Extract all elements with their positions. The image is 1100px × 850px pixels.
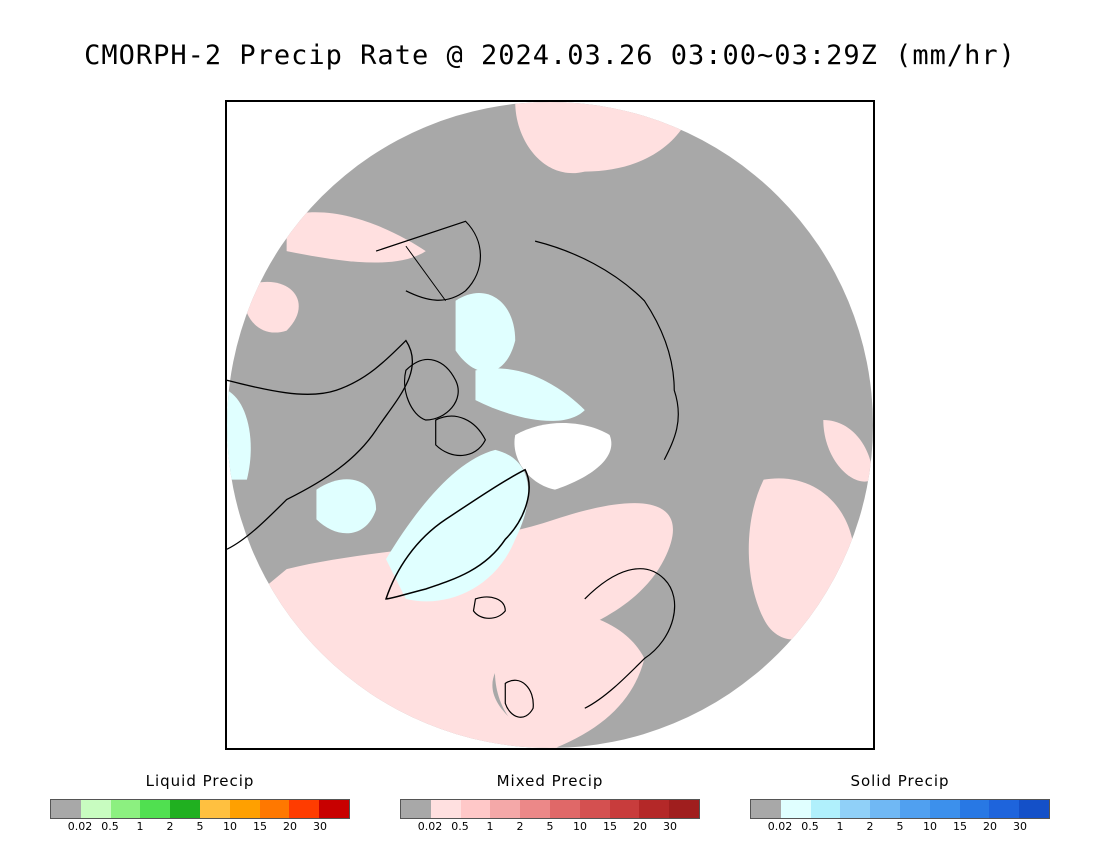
legend-swatch <box>639 800 670 818</box>
scandinavia-coastline <box>584 568 676 709</box>
legend-tick: 20 <box>283 820 297 833</box>
legend-swatch <box>751 800 781 818</box>
legend-swatch <box>51 800 81 818</box>
legend-tick: 2 <box>516 820 524 833</box>
legend-tick: 0.02 <box>767 820 793 833</box>
legend-tick: 0.02 <box>67 820 93 833</box>
legend-swatch <box>80 800 111 818</box>
legend-swatch <box>520 800 550 818</box>
legend-tick: 0.5 <box>451 820 469 833</box>
solid-precip-area <box>386 449 529 602</box>
legend-swatch <box>490 800 521 818</box>
alaska-yukon-border <box>405 245 447 302</box>
legend-tick: 10 <box>573 820 587 833</box>
legend-liquid-precip: Liquid Precip 0.02 0.5 1 2 5 10 15 20 30 <box>50 772 350 834</box>
mixed-precip-area <box>823 420 873 482</box>
legend-swatch <box>870 800 900 818</box>
solid-precip-area <box>455 292 516 372</box>
legend-swatch <box>319 800 349 818</box>
mixed-precip-area <box>244 281 299 333</box>
legend-swatch <box>609 800 640 818</box>
legend-swatch <box>289 800 320 818</box>
no-data-area <box>514 423 612 490</box>
legend-swatch <box>959 800 990 818</box>
legend-tick: 15 <box>953 820 967 833</box>
legend-tick: 2 <box>866 820 874 833</box>
polar-map <box>227 102 873 748</box>
legend-tick: 0.02 <box>417 820 443 833</box>
legend-tick: 20 <box>633 820 647 833</box>
solid-precip-area <box>316 479 377 534</box>
legend-swatch <box>259 800 290 818</box>
legend-tick: 0.5 <box>801 820 819 833</box>
alaska-coastline <box>375 220 482 301</box>
legend-title: Liquid Precip <box>145 772 255 790</box>
legend-tick: 5 <box>196 820 204 833</box>
legend-tick: 10 <box>223 820 237 833</box>
legend-tick: 30 <box>313 820 327 833</box>
legend-swatch <box>401 800 431 818</box>
legend-swatch <box>140 800 171 818</box>
legend-color-bar <box>400 799 700 819</box>
legend-swatch <box>579 800 610 818</box>
legend-swatch <box>929 800 960 818</box>
solid-precip-area <box>475 368 585 421</box>
legend-tick: 5 <box>896 820 904 833</box>
legend-tick: 15 <box>253 820 267 833</box>
legend-tick-labels: 0.02 0.5 1 2 5 10 15 20 30 <box>400 820 700 834</box>
mixed-precip-area <box>515 102 695 174</box>
legend-tick: 1 <box>486 820 494 833</box>
legend-title: Mixed Precip <box>496 772 604 790</box>
legend-swatch <box>780 800 811 818</box>
arctic-islands-coastline <box>404 359 487 457</box>
legend-swatch <box>989 800 1020 818</box>
legend-tick: 2 <box>166 820 174 833</box>
legend-color-bar <box>750 799 1050 819</box>
siberia-coastline <box>534 240 679 461</box>
legend-tick: 30 <box>663 820 677 833</box>
legend-tick: 10 <box>923 820 937 833</box>
canada-coastline <box>227 339 413 550</box>
legend-mixed-precip: Mixed Precip 0.02 0.5 1 2 5 10 15 20 30 <box>400 772 700 834</box>
legend-swatch <box>199 800 230 818</box>
legend-swatch <box>170 800 200 818</box>
solid-precip-area <box>227 390 251 480</box>
mixed-precip-area <box>286 212 426 263</box>
map-panel <box>225 100 875 750</box>
legend-tick: 1 <box>136 820 144 833</box>
legend-title: Solid Precip <box>850 772 950 790</box>
legend-swatch <box>899 800 930 818</box>
legend-swatch <box>1019 800 1049 818</box>
greenland-coastline <box>384 468 530 600</box>
legend-swatch <box>810 800 841 818</box>
legend-tick: 20 <box>983 820 997 833</box>
legend-tick: 5 <box>546 820 554 833</box>
british-isles-coastline <box>504 679 534 718</box>
map-title: CMORPH-2 Precip Rate @ 2024.03.26 03:00~… <box>84 40 1016 71</box>
legend-swatch <box>840 800 871 818</box>
legend-tick: 0.5 <box>101 820 119 833</box>
legend-tick: 15 <box>603 820 617 833</box>
legend-tick: 30 <box>1013 820 1027 833</box>
legend-swatch <box>460 800 491 818</box>
legend-swatch <box>549 800 580 818</box>
legend-swatch <box>229 800 260 818</box>
legend-swatch <box>110 800 141 818</box>
legend-solid-precip: Solid Precip 0.02 0.5 1 2 5 10 15 20 30 <box>750 772 1050 834</box>
mixed-precip-area <box>494 611 645 748</box>
legend-swatch <box>430 800 461 818</box>
legend-swatch <box>669 800 699 818</box>
iceland-coastline <box>472 596 506 619</box>
legend-tick-labels: 0.02 0.5 1 2 5 10 15 20 30 <box>750 820 1050 834</box>
legend-tick-labels: 0.02 0.5 1 2 5 10 15 20 30 <box>50 820 350 834</box>
legend-tick: 1 <box>836 820 844 833</box>
legend-color-bar <box>50 799 350 819</box>
